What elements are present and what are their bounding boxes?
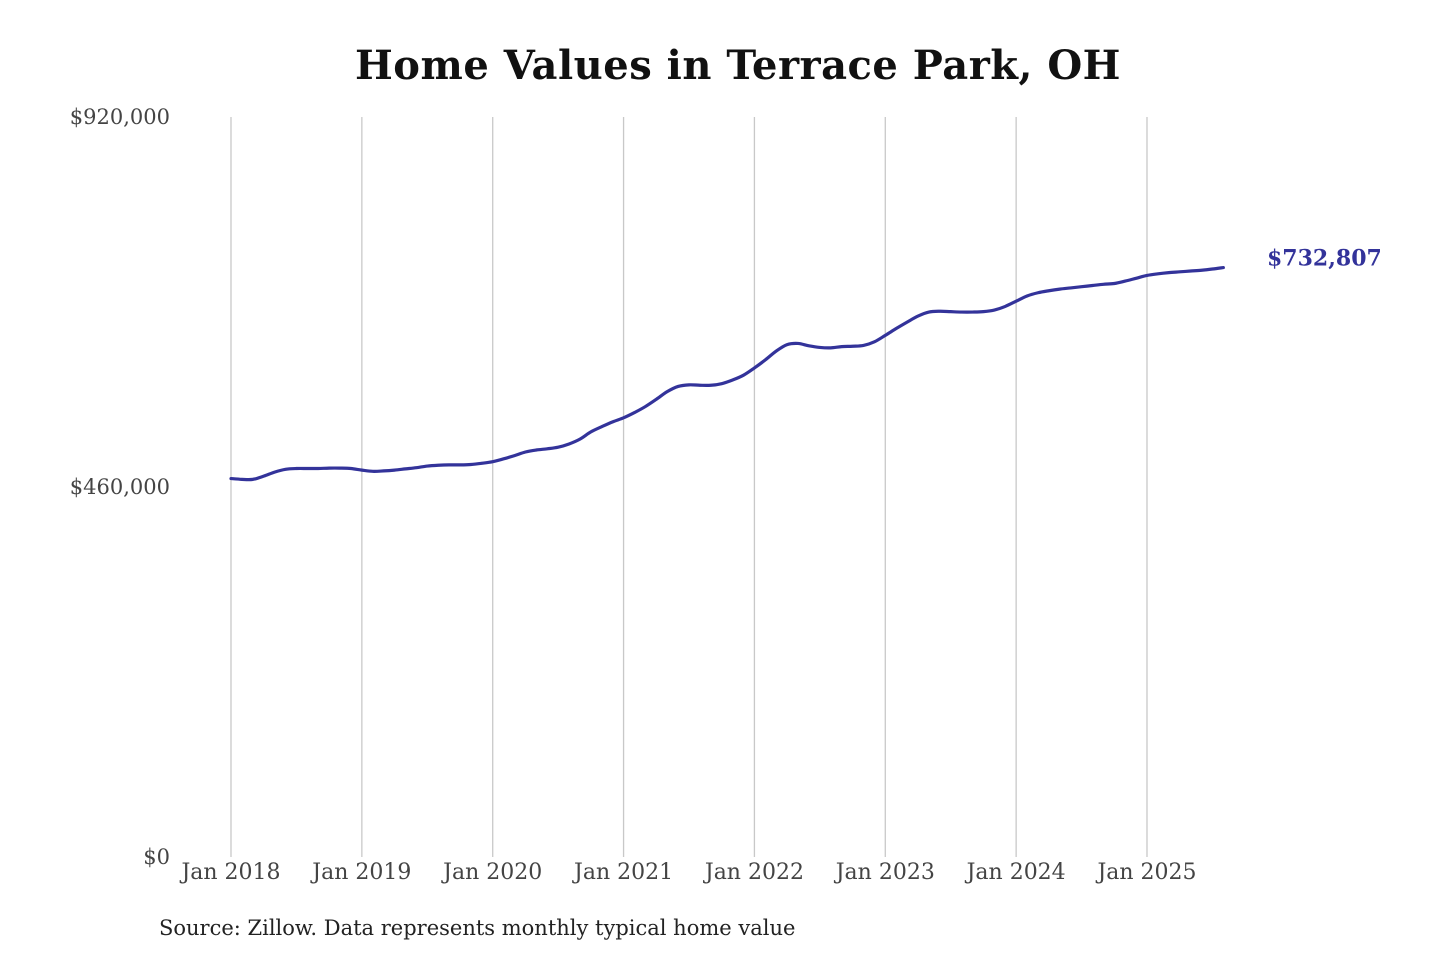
x-tick-label: Jan 2020	[441, 860, 542, 885]
y-tick-label: $920,000	[70, 105, 170, 129]
x-tick-label: Jan 2023	[834, 860, 935, 885]
x-tick-label: Jan 2019	[310, 860, 411, 885]
x-tick-label: Jan 2021	[572, 860, 673, 885]
y-axis: $0 $460,000 $920,000	[70, 105, 170, 869]
series-line-0	[229, 265, 1225, 482]
x-tick-label: Jan 2024	[965, 860, 1066, 885]
x-axis: Jan 2018 Jan 2019 Jan 2020 Jan 2021 Jan 2022…	[179, 860, 1196, 885]
series-layer	[229, 265, 1225, 482]
label-layer: $732,807	[1267, 246, 1382, 272]
x-tick-label: Jan 2018	[179, 860, 280, 885]
end-value-label: $732,807	[1267, 246, 1382, 272]
x-tick-label: Jan 2022	[703, 860, 804, 885]
x-tick-label: Jan 2025	[1095, 860, 1196, 885]
source-note: Source: Zillow. Data represents monthly …	[159, 916, 796, 940]
gridlines	[230, 117, 1148, 857]
y-tick-label: $0	[143, 845, 170, 869]
y-tick-label: $460,000	[70, 475, 170, 499]
chart-title: Home Values in Terrace Park, OH	[355, 42, 1121, 89]
